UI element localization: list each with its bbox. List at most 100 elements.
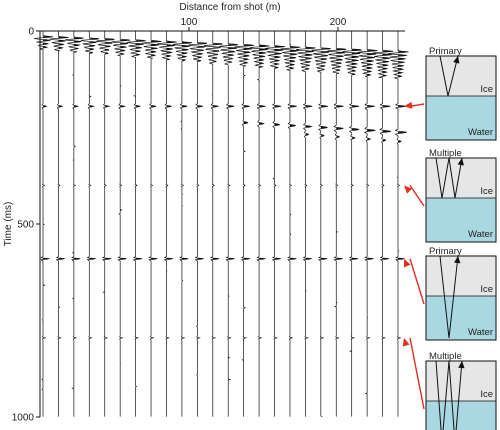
trace-positive-fill xyxy=(367,50,378,338)
raypath-panel: Multiple Ice Water xyxy=(425,148,497,243)
ice-label: Ice xyxy=(480,84,493,95)
panel-title: Primary xyxy=(429,46,462,57)
seismic-trace xyxy=(372,31,394,417)
seismic-trace xyxy=(249,31,270,417)
ice-layer xyxy=(426,256,496,296)
trace-positive-fill xyxy=(120,39,131,338)
seismic-trace xyxy=(49,31,69,417)
event-arrow xyxy=(409,337,425,410)
trace-positive-fill xyxy=(351,49,362,338)
y-tick-label: 0 xyxy=(28,27,34,38)
seismic-trace xyxy=(388,31,409,417)
seismic-trace xyxy=(342,31,362,417)
raypath xyxy=(439,255,459,339)
seismic-trace xyxy=(188,31,208,417)
trace-positive-fill xyxy=(320,48,331,338)
seismic-trace xyxy=(172,31,193,417)
raypath-panels: Primary Ice Water Multiple Ice Water Primary Ic… xyxy=(425,46,497,430)
event-arrow xyxy=(409,258,425,305)
water-layer xyxy=(426,198,496,242)
seismic-trace xyxy=(111,31,131,417)
trace-positive-fill xyxy=(212,43,222,338)
ice-label: Ice xyxy=(480,284,493,295)
event-arrowhead xyxy=(404,258,411,268)
event-arrowhead xyxy=(404,185,413,194)
trace-positive-fill xyxy=(181,42,193,338)
seismic-trace xyxy=(264,31,286,417)
trace-positive-fill xyxy=(243,44,254,338)
seismic-trace xyxy=(126,31,146,417)
raypath-arrowhead xyxy=(458,361,465,369)
trace-positive-fill xyxy=(228,44,238,380)
y-tick-group: 0 500 1000 xyxy=(12,27,40,424)
water-label: Water xyxy=(468,127,493,138)
panel-title: Multiple xyxy=(429,351,462,362)
panel-title: Multiple xyxy=(429,148,462,159)
trace-positive-fill xyxy=(73,37,84,338)
trace-positive-fill xyxy=(197,42,208,338)
raypath-panel: Primary Ice Water xyxy=(425,246,497,341)
trace-positive-fill xyxy=(289,46,301,338)
trace-positive-fill xyxy=(305,47,316,338)
water-layer xyxy=(426,401,496,430)
ice-layer xyxy=(426,56,496,96)
event-arrowhead xyxy=(402,337,410,347)
raypath xyxy=(439,55,459,97)
panel-title: Primary xyxy=(429,246,462,257)
trace-positive-fill xyxy=(104,39,115,338)
event-arrows xyxy=(402,101,425,410)
seismic-trace xyxy=(204,31,223,417)
x-tick-group: 100 200 xyxy=(181,17,347,31)
seismic-trace xyxy=(157,31,177,417)
event-arrowhead xyxy=(404,101,413,109)
x-axis-title: Distance from shot (m) xyxy=(179,2,280,13)
seismic-trace xyxy=(65,31,84,417)
ice-label: Ice xyxy=(480,186,493,197)
trace-positive-fill xyxy=(135,40,146,338)
raypath-panel: Primary Ice Water xyxy=(425,46,497,141)
trace-positive-fill xyxy=(89,38,99,338)
seismic-trace xyxy=(95,31,115,417)
seismic-trace xyxy=(141,31,162,417)
x-tick-label: 100 xyxy=(181,17,198,28)
panel-border xyxy=(425,255,497,341)
panel-border xyxy=(425,55,497,141)
seismic-trace xyxy=(80,31,100,417)
raypath-arrowhead xyxy=(454,256,461,264)
ice-label: Ice xyxy=(480,389,493,400)
raypath-arrowhead xyxy=(457,158,464,166)
water-layer xyxy=(426,296,496,340)
y-tick-label: 500 xyxy=(17,220,34,231)
trace-positive-fill xyxy=(166,41,177,338)
panel-border xyxy=(425,157,497,243)
water-layer xyxy=(426,96,496,140)
trace-positive-fill xyxy=(43,36,54,338)
seismic-trace xyxy=(296,31,316,417)
seismic-trace xyxy=(234,31,254,417)
x-tick-label: 200 xyxy=(330,17,347,28)
water-label: Water xyxy=(468,327,493,338)
raypath-arrowhead xyxy=(453,56,460,64)
trace-positive-fill xyxy=(259,45,270,338)
trace-positive-fill xyxy=(274,46,286,338)
water-label: Water xyxy=(468,229,493,240)
seismic-trace xyxy=(280,31,301,417)
y-tick-label: 1000 xyxy=(12,413,35,424)
panel-border xyxy=(425,360,497,430)
trace-positive-fill xyxy=(398,51,409,338)
trace-positive-fill xyxy=(151,40,162,338)
seismic-trace xyxy=(357,31,378,417)
seismic-trace xyxy=(311,31,332,417)
raypath xyxy=(435,360,463,430)
event-arrow xyxy=(409,185,425,207)
seismic-trace xyxy=(34,31,54,417)
y-axis-title: Time (ms) xyxy=(3,202,14,247)
event-arrow xyxy=(409,103,425,107)
trace-positive-fill xyxy=(58,36,69,338)
seismic-trace xyxy=(219,31,239,417)
seismic-trace xyxy=(326,31,347,417)
seismic-traces xyxy=(34,31,409,417)
raypath xyxy=(435,157,463,199)
